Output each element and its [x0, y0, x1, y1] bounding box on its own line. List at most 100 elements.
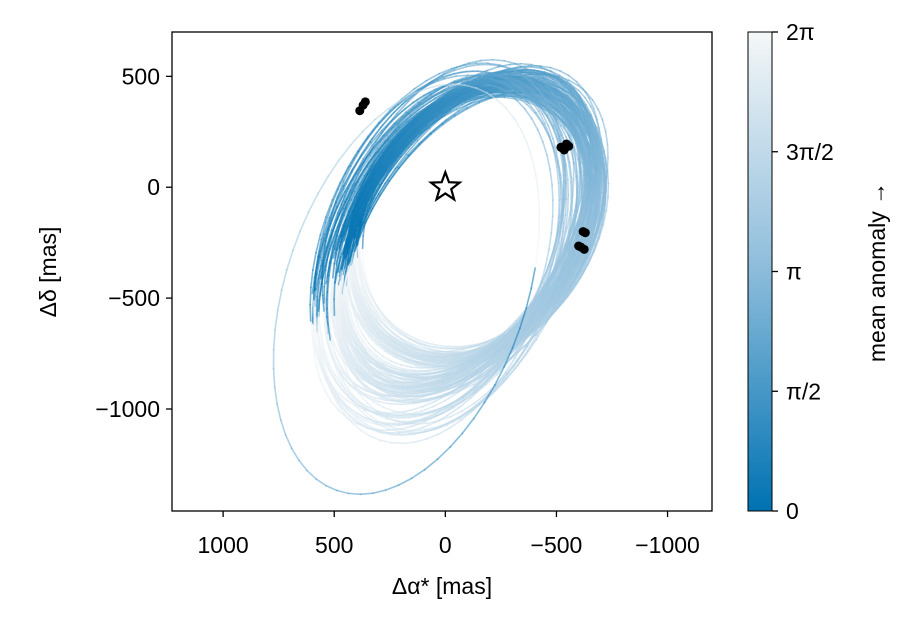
orbit-segment: [423, 360, 437, 364]
orbit-segment: [384, 325, 395, 335]
orbit-segment: [395, 356, 407, 363]
orbit-segment: [388, 343, 400, 351]
orbit-segment: [435, 344, 449, 348]
orbit-segment: [370, 303, 379, 316]
orbit-segment: [375, 343, 386, 352]
orbit-segment: [418, 343, 431, 350]
orbit-segment: [374, 326, 384, 337]
orbit-segment: [393, 365, 405, 370]
orbit-segment: [439, 358, 453, 362]
orbit-segment: [584, 252, 592, 267]
orbit-segment: [445, 362, 459, 368]
orbit-segment: [601, 210, 606, 226]
orbit-segment: [352, 268, 356, 282]
orbit-segment: [598, 205, 603, 221]
orbit-segment: [368, 154, 381, 171]
orbit-segment: [409, 344, 422, 351]
orbit-segment: [404, 334, 416, 342]
orbit-segment: [383, 341, 394, 350]
orbit-segment: [396, 327, 408, 335]
orbit-segment: [421, 351, 435, 356]
orbit-segment: [352, 304, 359, 318]
orbit-segment: [372, 316, 382, 327]
orbit-segment: [457, 353, 472, 358]
orbit-segment: [399, 364, 412, 368]
orbit-segment: [408, 338, 420, 344]
orbit-segment: [416, 357, 430, 361]
orbit-segment: [357, 295, 364, 308]
orbit-segment: [397, 348, 410, 355]
orbit-segment: [434, 349, 448, 353]
orbit-segment: [379, 336, 390, 345]
orbit-segment: [564, 281, 574, 297]
orbit-segment: [571, 277, 582, 291]
orbit-segment: [376, 319, 385, 330]
orbit-segment: [427, 359, 442, 362]
orbit-segment: [406, 344, 419, 351]
orbit-segment: [355, 258, 358, 274]
orbit-segment: [353, 297, 360, 311]
orbit-segment: [337, 362, 345, 373]
orbit-segment: [381, 312, 391, 322]
orbit-segment: [390, 336, 401, 345]
orbit-segment: [450, 346, 464, 350]
orbit-segment: [465, 349, 479, 356]
orbit-segment: [406, 358, 419, 364]
orbit-segment: [561, 278, 571, 293]
orbit-segment: [366, 283, 373, 296]
orbit-segment: [376, 317, 387, 328]
orbit-segment: [362, 340, 371, 351]
orbit-segment: [362, 286, 368, 300]
orbit-segment: [364, 314, 373, 326]
orbit-segment: [357, 314, 365, 325]
orbit-segment: [600, 202, 606, 219]
orbit-segment: [595, 218, 601, 234]
orbit-segment: [603, 150, 607, 165]
orbit-segment: [329, 332, 336, 346]
orbit-segment: [365, 298, 373, 311]
orbit-segment: [403, 369, 417, 373]
orbit-segment: [343, 199, 353, 217]
orbit-segment: [349, 310, 355, 324]
orbit-segment: [372, 333, 382, 344]
orbit-segment: [417, 361, 430, 365]
orbit-segment: [392, 347, 404, 355]
orbit-segment: [360, 314, 368, 327]
orbit-segment: [357, 315, 365, 328]
orbit-segment: [368, 324, 377, 335]
orbit-segment: [370, 300, 378, 312]
orbit-segment: [352, 321, 359, 334]
orbit-segment: [584, 245, 592, 261]
orbit-segment: [602, 209, 608, 225]
orbit-segment: [354, 280, 359, 294]
orbit-segment: [330, 308, 334, 324]
orbit-segment: [355, 316, 363, 328]
orbit-segment: [350, 183, 361, 201]
orbit-segment: [382, 318, 392, 328]
orbit-segment: [376, 313, 386, 325]
orbit-segment: [384, 343, 395, 352]
orbit-segment: [364, 283, 371, 296]
orbit-segment: [563, 288, 573, 302]
orbit-segment: [382, 333, 393, 342]
orbit-segment: [388, 321, 398, 331]
orbit-segment: [363, 325, 372, 337]
orbit-segment: [365, 292, 372, 306]
orbit-segment: [382, 379, 394, 387]
orbit-segment: [416, 348, 430, 354]
orbit-segment: [410, 348, 424, 354]
orbit-segment: [433, 355, 447, 359]
orbit-segment: [428, 345, 441, 349]
orbit-segment: [356, 261, 360, 277]
orbit-segment: [364, 386, 376, 394]
orbit-segment: [370, 324, 380, 335]
orbit-segment: [402, 338, 415, 346]
orbit-segment: [405, 333, 417, 340]
orbit-segment: [597, 224, 603, 240]
orbit-segment: [393, 332, 405, 341]
orbit-segment: [412, 357, 425, 362]
orbit-segment: [602, 152, 607, 166]
orbit-segment: [367, 316, 377, 327]
orbit-segment: [367, 335, 378, 345]
